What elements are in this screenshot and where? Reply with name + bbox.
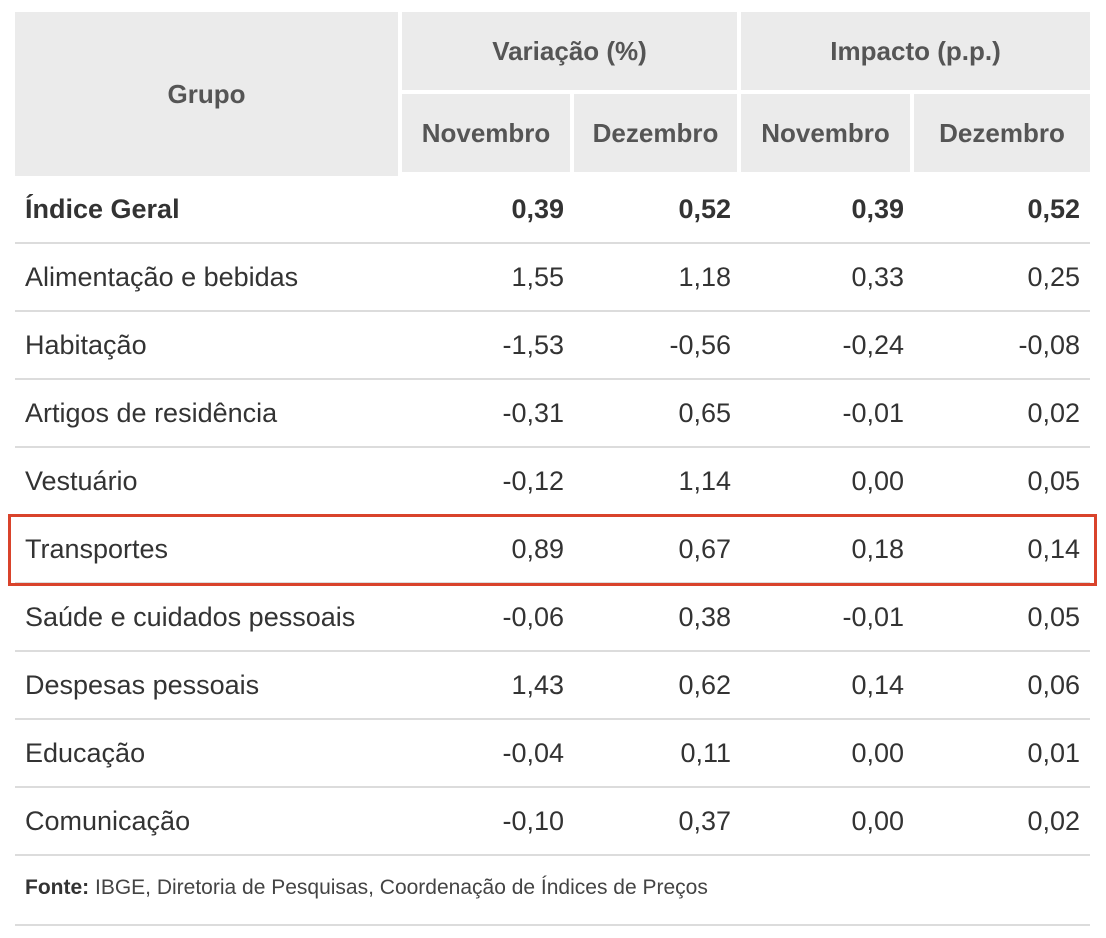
cell-var-dez: 0,65 (574, 380, 742, 448)
cell-var-dez: 0,67 (574, 516, 742, 584)
table-header: Grupo Variação (%) Impacto (p.p.) Novemb… (15, 12, 1091, 176)
row-name: Alimentação e bebidas (15, 244, 402, 312)
table-row: Saúde e cuidados pessoais -0,06 0,38 -0,… (15, 584, 1091, 652)
source-note: Fonte: IBGE, Diretoria de Pesquisas, Coo… (25, 876, 708, 900)
cell-imp-nov: 0,39 (741, 176, 915, 244)
cell-var-dez: 0,62 (574, 652, 742, 720)
row-name: Despesas pessoais (15, 652, 402, 720)
row-name: Índice Geral (15, 176, 402, 244)
header-variacao-novembro: Novembro (402, 94, 574, 176)
source-label: Fonte: (25, 876, 90, 899)
row-name: Comunicação (15, 788, 402, 856)
cell-imp-dez: 0,02 (914, 380, 1091, 448)
cell-imp-dez: 0,01 (914, 720, 1091, 788)
cell-var-dez: 1,18 (574, 244, 742, 312)
cell-imp-dez: 0,14 (914, 516, 1091, 584)
cell-var-dez: 1,14 (574, 448, 742, 516)
table-row: Vestuário -0,12 1,14 0,00 0,05 (15, 448, 1091, 516)
cell-var-nov: -0,12 (402, 448, 574, 516)
table-row: Despesas pessoais 1,43 0,62 0,14 0,06 (15, 652, 1091, 720)
cell-var-nov: -1,53 (402, 312, 574, 380)
cell-imp-dez: 0,05 (914, 448, 1091, 516)
row-name: Artigos de residência (15, 380, 402, 448)
table-row: Índice Geral 0,39 0,52 0,39 0,52 (15, 176, 1091, 244)
cell-imp-dez: 0,25 (914, 244, 1091, 312)
cell-var-dez: -0,56 (574, 312, 742, 380)
table-row-highlighted: Transportes 0,89 0,67 0,18 0,14 (15, 516, 1091, 584)
row-name: Educação (15, 720, 402, 788)
cell-imp-nov: -0,01 (741, 584, 915, 652)
cell-var-nov: 1,55 (402, 244, 574, 312)
cell-var-nov: -0,04 (402, 720, 574, 788)
cell-imp-dez: 0,05 (914, 584, 1091, 652)
row-name: Saúde e cuidados pessoais (15, 584, 402, 652)
table-row: Alimentação e bebidas 1,55 1,18 0,33 0,2… (15, 244, 1091, 312)
table-row: Educação -0,04 0,11 0,00 0,01 (15, 720, 1091, 788)
header-grupo: Grupo (15, 12, 402, 176)
cell-var-dez: 0,52 (574, 176, 742, 244)
cell-imp-nov: 0,00 (741, 448, 915, 516)
cell-imp-dez: -0,08 (914, 312, 1091, 380)
inflation-table-container: Grupo Variação (%) Impacto (p.p.) Novemb… (8, 12, 1097, 926)
table-row: Habitação -1,53 -0,56 -0,24 -0,08 (15, 312, 1091, 380)
table-body: Índice Geral 0,39 0,52 0,39 0,52 Aliment… (15, 176, 1091, 856)
cell-var-nov: -0,31 (402, 380, 574, 448)
table-row: Artigos de residência -0,31 0,65 -0,01 0… (15, 380, 1091, 448)
row-name: Habitação (15, 312, 402, 380)
source-text: IBGE, Diretoria de Pesquisas, Coordenaçã… (89, 876, 708, 899)
cell-var-dez: 0,38 (574, 584, 742, 652)
row-name: Vestuário (15, 448, 402, 516)
header-impacto-dezembro: Dezembro (914, 94, 1091, 176)
bottom-divider (15, 924, 1090, 926)
cell-imp-dez: 0,02 (914, 788, 1091, 856)
row-name: Transportes (15, 516, 402, 584)
cell-var-nov: 1,43 (402, 652, 574, 720)
header-impacto-novembro: Novembro (741, 94, 915, 176)
cell-var-nov: 0,39 (402, 176, 574, 244)
inflation-table: Grupo Variação (%) Impacto (p.p.) Novemb… (15, 12, 1091, 856)
cell-imp-nov: -0,01 (741, 380, 915, 448)
cell-imp-nov: 0,33 (741, 244, 915, 312)
cell-imp-dez: 0,06 (914, 652, 1091, 720)
cell-var-nov: -0,06 (402, 584, 574, 652)
cell-var-nov: -0,10 (402, 788, 574, 856)
cell-imp-nov: 0,18 (741, 516, 915, 584)
cell-imp-nov: -0,24 (741, 312, 915, 380)
cell-imp-nov: 0,00 (741, 788, 915, 856)
header-impacto: Impacto (p.p.) (741, 12, 1091, 94)
cell-imp-dez: 0,52 (914, 176, 1091, 244)
cell-var-dez: 0,11 (574, 720, 742, 788)
cell-var-dez: 0,37 (574, 788, 742, 856)
cell-var-nov: 0,89 (402, 516, 574, 584)
header-variacao: Variação (%) (402, 12, 742, 94)
table-row: Comunicação -0,10 0,37 0,00 0,02 (15, 788, 1091, 856)
cell-imp-nov: 0,00 (741, 720, 915, 788)
cell-imp-nov: 0,14 (741, 652, 915, 720)
header-variacao-dezembro: Dezembro (574, 94, 742, 176)
